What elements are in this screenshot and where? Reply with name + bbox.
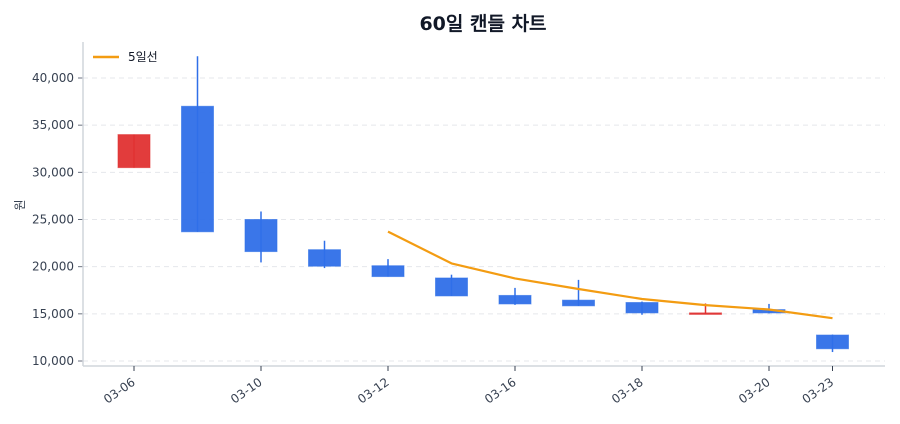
y-tick-label: 20,000: [32, 260, 74, 274]
x-tick-label: 03-20: [736, 375, 773, 406]
candle-03-06: [117, 134, 151, 169]
x-tick-label: 03-16: [482, 375, 519, 406]
candle-03-12: [371, 259, 405, 278]
candle-03-17: [562, 279, 595, 307]
y-axis-label: 원: [13, 199, 27, 210]
gridlines: [83, 77, 885, 362]
candle-03-10: [244, 211, 278, 263]
y-tick-label: 15,000: [32, 307, 74, 321]
y-tick-label: 25,000: [32, 213, 74, 227]
axes: 10,000 15,000 20,000 25,000 30,000 35,000 40,0…: [32, 42, 885, 406]
legend: 5일선: [93, 50, 158, 64]
ma5-line: [387, 230, 833, 320]
y-tick-label: 30,000: [32, 165, 74, 179]
y-tick-label: 40,000: [32, 71, 74, 85]
candles: [117, 56, 849, 353]
y-tick-label: 35,000: [32, 118, 74, 132]
candle-03-11: [308, 240, 341, 269]
y-tick-label: 10,000: [32, 354, 74, 368]
x-tick-label: 03-10: [228, 375, 265, 406]
moving-average-line: [387, 230, 833, 320]
candle-03-09: [181, 56, 214, 233]
chart-title: 60일 캔들 차트: [419, 13, 546, 35]
x-tick-label: 03-06: [101, 375, 138, 406]
candle-03-23: [816, 334, 849, 353]
candle-03-16: [498, 287, 532, 305]
x-tick-label: 03-18: [609, 375, 646, 406]
x-tick-label: 03-12: [355, 375, 392, 406]
x-tick-label: 03-23: [800, 375, 837, 406]
candle-03-18: [625, 301, 659, 315]
candle-03-13: [435, 274, 468, 297]
legend-ma-label: 5일선: [128, 50, 158, 64]
